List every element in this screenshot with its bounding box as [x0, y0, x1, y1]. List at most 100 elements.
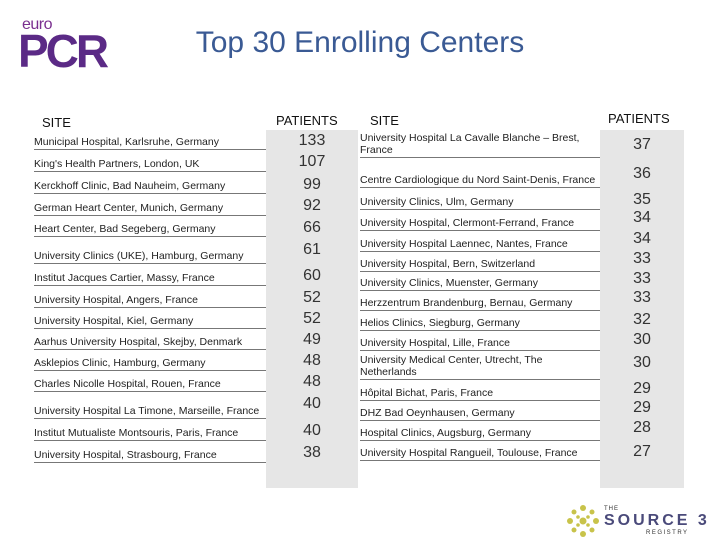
- right-patients-value: 33: [633, 270, 651, 287]
- left-site-name: Institut Jacques Cartier, Massy, France: [34, 272, 215, 284]
- right-patients-value: 34: [633, 209, 651, 226]
- right-site-row: University Hospital La Cavalle Blanche –…: [360, 130, 600, 158]
- left-patients-value: 61: [303, 241, 321, 258]
- right-patients-value: 35: [633, 191, 651, 208]
- left-site-name: University Hospital, Angers, France: [34, 294, 198, 306]
- footer-registry-text: REGISTRY: [646, 530, 689, 536]
- right-site-name: University Medical Center, Utrecht, The …: [360, 354, 543, 378]
- left-site-row: Municipal Hospital, Karlsruhe, Germany: [34, 128, 266, 150]
- right-patients-value: 29: [633, 380, 651, 397]
- right-site-row: University Medical Center, Utrecht, The …: [360, 350, 600, 380]
- right-site-row: Centre Cardiologique du Nord Saint-Denis…: [360, 160, 600, 188]
- right-row-divider: [360, 330, 600, 331]
- left-patients-value: 133: [298, 132, 326, 149]
- left-patients-value: 38: [303, 444, 321, 461]
- right-row-divider: [360, 420, 600, 421]
- left-site-row: King's Health Partners, London, UK: [34, 152, 266, 172]
- right-patients-value: 37: [633, 136, 651, 153]
- right-row-divider: [360, 271, 600, 272]
- right-patients-value: 36: [633, 165, 651, 182]
- right-patients-value: 30: [633, 354, 651, 371]
- right-site-row: University Hospital, Lille, France: [360, 331, 600, 351]
- left-row-divider: [34, 328, 266, 329]
- right-site-name: University Hospital, Lille, France: [360, 337, 510, 349]
- right-patients-column: PATIENTS 37 36 35 34 34 33 33 33 32 30 30 29 29 28 27: [600, 108, 684, 488]
- right-site-name: DHZ Bad Oeynhausen, Germany: [360, 407, 515, 419]
- right-row-divider: [360, 460, 600, 461]
- right-patients-value: 34: [633, 230, 651, 247]
- left-site-row: Aarhus University Hospital, Skejby, Denm…: [34, 330, 266, 350]
- left-site-name: Institut Mutualiste Montsouris, Paris, F…: [34, 427, 239, 439]
- left-row-divider: [34, 418, 266, 419]
- right-row-divider: [360, 379, 600, 380]
- left-site-name: Heart Center, Bad Segeberg, Germany: [34, 223, 216, 235]
- left-patients-value: 66: [303, 219, 321, 236]
- right-site-name: University Hospital, Bern, Switzerland: [360, 258, 536, 270]
- left-site-name: University Hospital La Timone, Marseille…: [34, 405, 260, 417]
- left-patients-value: 48: [303, 352, 321, 369]
- right-patients-value: 30: [633, 331, 651, 348]
- left-patients-value: 49: [303, 331, 321, 348]
- right-row-divider: [360, 187, 600, 188]
- right-patients-value: 32: [633, 311, 651, 328]
- right-patients-value: 33: [633, 289, 651, 306]
- left-row-divider: [34, 462, 266, 463]
- left-row-divider: [34, 149, 266, 150]
- left-site-name: Asklepios Clinic, Hamburg, Germany: [34, 357, 206, 369]
- left-site-name: University Clinics (UKE), Hamburg, Germa…: [34, 250, 244, 262]
- right-site-row: University Hospital Rangueil, Toulouse, …: [360, 441, 600, 461]
- right-site-row: Hôpital Bichat, Paris, France: [360, 381, 600, 401]
- left-row-divider: [34, 391, 266, 392]
- right-site-name: University Hospital, Clermont-Ferrand, F…: [360, 217, 575, 229]
- left-row-divider: [34, 193, 266, 194]
- page-title: Top 30 Enrolling Centers: [195, 26, 525, 59]
- left-site-row: Kerckhoff Clinic, Bad Nauheim, Germany: [34, 174, 266, 194]
- right-row-divider: [360, 157, 600, 158]
- left-patients-value: 107: [298, 153, 326, 170]
- right-site-row: Hospital Clinics, Augsburg, Germany: [360, 421, 600, 441]
- left-site-name: Aarhus University Hospital, Skejby, Denm…: [34, 336, 243, 348]
- left-row-divider: [34, 236, 266, 237]
- right-site-name: Hôpital Bichat, Paris, France: [360, 387, 494, 399]
- right-site-name: Hospital Clinics, Augsburg, Germany: [360, 427, 531, 439]
- right-site-name: Herzzentrum Brandenburg, Bernau, Germany: [360, 297, 573, 309]
- left-patients-value: 52: [303, 310, 321, 327]
- left-patients-value: 40: [303, 422, 321, 439]
- left-site-row: Asklepios Clinic, Hamburg, Germany: [34, 351, 266, 371]
- left-row-divider: [34, 370, 266, 371]
- left-patients-column: PATIENTS 133 107 99 92 66 61 60 52 52 49 48 48 40 40 3…: [266, 108, 358, 488]
- right-patients-header: PATIENTS: [608, 111, 670, 126]
- right-row-divider: [360, 230, 600, 231]
- left-patients-header-bg: [266, 108, 358, 130]
- right-site-column: SITE University Hospital La Cavalle Blan…: [360, 108, 600, 488]
- right-site-name: University Hospital Laennec, Nantes, Fra…: [360, 238, 568, 250]
- left-row-divider: [34, 349, 266, 350]
- left-site-header: SITE: [42, 115, 71, 130]
- right-site-row: University Hospital, Clermont-Ferrand, F…: [360, 211, 600, 231]
- right-site-name: University Hospital La Cavalle Blanche –…: [360, 132, 580, 156]
- left-site-name: Charles Nicolle Hospital, Rouen, France: [34, 378, 221, 390]
- right-site-row: University Clinics, Muenster, Germany: [360, 271, 600, 291]
- right-row-divider: [360, 310, 600, 311]
- left-site-row: University Clinics (UKE), Hamburg, Germa…: [34, 238, 266, 264]
- right-site-row: University Clinics, Ulm, Germany: [360, 190, 600, 210]
- left-site-name: Municipal Hospital, Karlsruhe, Germany: [34, 136, 219, 148]
- left-site-row: University Hospital, Kiel, Germany: [34, 309, 266, 329]
- left-site-name: University Hospital, Strasbourg, France: [34, 449, 217, 461]
- left-site-name: Kerckhoff Clinic, Bad Nauheim, Germany: [34, 180, 226, 192]
- right-site-row: University Hospital Laennec, Nantes, Fra…: [360, 232, 600, 252]
- right-site-name: Centre Cardiologique du Nord Saint-Denis…: [360, 174, 596, 186]
- right-patients-value: 33: [633, 250, 651, 267]
- left-patients-header: PATIENTS: [276, 113, 338, 128]
- right-patients-value: 28: [633, 419, 651, 436]
- right-site-header: SITE: [370, 113, 399, 128]
- left-patients-value: 99: [303, 176, 321, 193]
- left-site-row: Heart Center, Bad Segeberg, Germany: [34, 217, 266, 237]
- left-site-row: Institut Mutualiste Montsouris, Paris, F…: [34, 421, 266, 441]
- left-site-name: German Heart Center, Munich, Germany: [34, 202, 224, 214]
- footer-source-text: SOURCE 3: [604, 512, 710, 529]
- right-row-divider: [360, 350, 600, 351]
- left-site-name: University Hospital, Kiel, Germany: [34, 315, 194, 327]
- source3-dots-icon: [567, 505, 599, 537]
- right-site-name: University Hospital Rangueil, Toulouse, …: [360, 447, 578, 459]
